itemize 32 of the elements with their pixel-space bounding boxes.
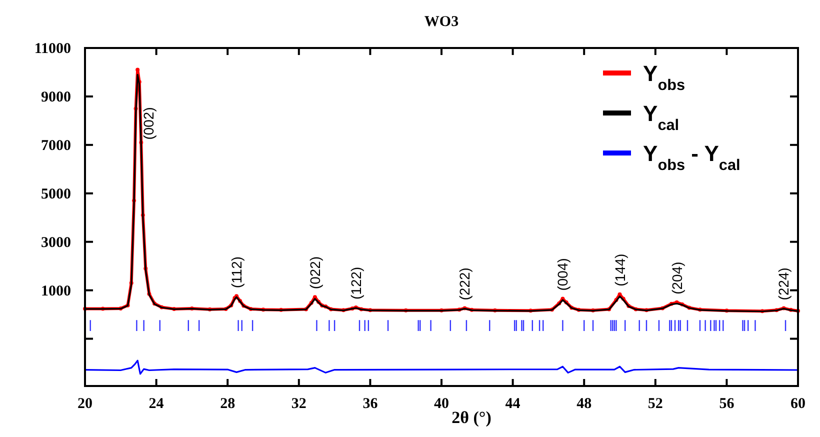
x-tick-label: 60 bbox=[790, 396, 806, 412]
legend-label: Y$_{obs}$ - Y$_{cal}$ bbox=[643, 141, 740, 174]
annotation: (122) bbox=[348, 266, 364, 300]
legend-label: Y$_{obs}$ bbox=[643, 61, 686, 94]
annotation: (112) bbox=[228, 256, 245, 288]
annotation: (144) bbox=[612, 254, 628, 286]
annotation: (204) bbox=[668, 262, 685, 294]
annotation: (022) bbox=[306, 256, 323, 290]
annotation: (222) bbox=[456, 268, 473, 300]
x-tick-label: 48 bbox=[576, 396, 592, 412]
x-axis-title: 2θ (°) bbox=[452, 408, 492, 427]
annotation: (224) bbox=[776, 268, 792, 300]
y-tick-label: 3000 bbox=[41, 234, 71, 251]
y-tick-label: 11000 bbox=[34, 41, 71, 57]
x-tick-label: 36 bbox=[362, 396, 378, 412]
legend-label: Y$_{cal}$ bbox=[643, 101, 680, 134]
x-tick-label: 28 bbox=[220, 396, 236, 412]
chart-title: WO3 bbox=[424, 14, 459, 30]
annotation: (002) bbox=[140, 107, 157, 140]
x-tick-label: 44 bbox=[505, 396, 521, 412]
y-tick-label: 7000 bbox=[41, 138, 71, 154]
y-tick-label: 5000 bbox=[41, 186, 71, 202]
x-tick-label: 24 bbox=[148, 396, 164, 412]
x-tick-label: 32 bbox=[291, 396, 306, 412]
x-tick-label: 56 bbox=[719, 396, 735, 412]
annotation: (004) bbox=[554, 258, 571, 291]
x-tick-label: 20 bbox=[78, 396, 92, 412]
x-tick-label: 52 bbox=[648, 396, 663, 412]
y-tick-label: 1000 bbox=[41, 283, 71, 300]
x-tick-label: 40 bbox=[434, 396, 449, 412]
y-tick-label: 9000 bbox=[41, 89, 71, 106]
line-series bbox=[84, 360, 799, 375]
